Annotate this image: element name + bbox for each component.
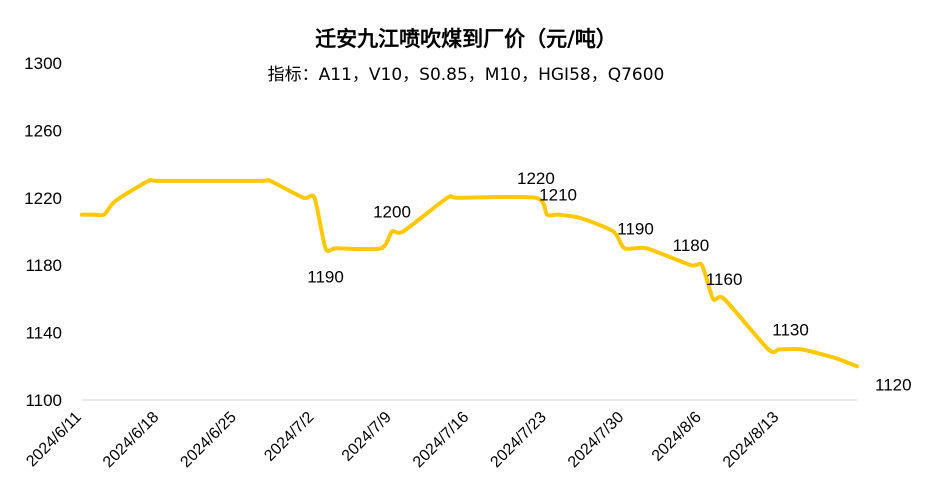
data-label: 1180 [673,236,710,255]
x-tick-label: 2024/7/30 [565,409,627,471]
y-tick-label: 1260 [24,121,62,140]
x-tick-label: 2024/7/23 [487,409,549,471]
series-layer [80,177,859,369]
x-tick-label: 2024/7/9 [339,409,395,465]
x-tick-label: 2024/8/6 [649,409,705,465]
x-tick-label: 2024/8/13 [720,409,782,471]
x-tick-label: 2024/7/2 [261,409,317,465]
y-tick-label: 1140 [25,324,62,343]
y-tick-label: 1180 [25,256,62,275]
x-tick-label: 2024/7/16 [410,409,472,471]
y-tick-label: 1300 [24,54,62,73]
series-line [80,177,859,369]
data-label: 1220 [517,169,555,188]
data-label: 1200 [373,203,411,222]
data-label: 1120 [875,375,912,394]
data-label: 1190 [617,219,654,238]
x-tick-label: 2024/6/18 [100,409,162,471]
chart-title: 迁安九江喷吹煤到厂价（元/吨） [315,27,617,51]
y-tick-label: 1100 [25,391,62,410]
y-axis: 1100 1140 1180 1220 1260 1300 [24,54,62,410]
data-label: 1130 [772,320,809,339]
y-tick-label: 1220 [24,189,62,208]
x-tick-label: 2024/6/11 [23,409,85,471]
data-label: 1190 [307,267,344,286]
x-axis: 2024/6/11 2024/6/18 2024/6/25 2024/7/2 2024/… [23,409,782,471]
x-tick-label: 2024/6/25 [177,409,239,471]
chart-subtitle: 指标：A11，V10，S0.85，M10，HGI58，Q7600 [268,65,665,85]
data-label: 1210 [539,186,577,205]
data-label: 1160 [706,270,743,289]
